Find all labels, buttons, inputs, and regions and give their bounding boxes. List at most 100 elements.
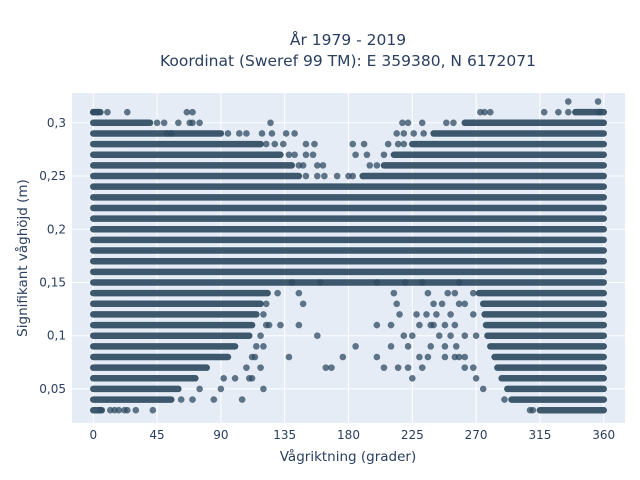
data-point xyxy=(265,321,273,329)
data-point xyxy=(262,300,270,308)
data-point xyxy=(271,140,279,148)
data-point xyxy=(314,332,321,340)
data-point xyxy=(302,172,310,180)
data-point xyxy=(447,332,454,340)
data-point xyxy=(394,364,402,371)
data-point xyxy=(564,98,572,105)
data-point xyxy=(416,321,423,329)
data-point xyxy=(444,289,452,297)
data-point xyxy=(257,332,264,340)
data-point xyxy=(435,332,443,340)
data-point xyxy=(316,279,324,286)
data-point xyxy=(104,108,111,116)
data-point xyxy=(452,343,460,350)
data-point xyxy=(196,119,203,127)
data-point xyxy=(451,321,459,329)
data-point xyxy=(260,311,267,318)
data-point xyxy=(486,108,494,116)
data-point xyxy=(366,162,374,169)
data-point xyxy=(404,119,412,127)
data-point xyxy=(160,119,168,127)
data-point xyxy=(149,406,157,414)
data-point xyxy=(291,151,298,159)
data-point xyxy=(481,108,488,116)
data-point xyxy=(404,343,412,350)
data-point xyxy=(196,385,203,393)
x-tick-label: 135 xyxy=(273,428,296,442)
data-point xyxy=(472,374,480,382)
data-point xyxy=(321,172,328,180)
data-point xyxy=(443,119,450,127)
data-point xyxy=(243,130,250,137)
data-point xyxy=(210,396,218,403)
data-point xyxy=(257,364,264,371)
data-point xyxy=(333,172,341,180)
y-tick-label: 0,2 xyxy=(47,222,66,236)
data-point xyxy=(295,289,303,297)
data-point xyxy=(594,98,602,105)
data-point xyxy=(274,289,281,297)
data-point xyxy=(291,130,298,137)
data-point xyxy=(424,289,432,297)
data-point xyxy=(189,119,196,127)
data-point xyxy=(416,353,423,361)
data-point xyxy=(461,353,469,361)
data-point xyxy=(438,300,446,308)
data-point xyxy=(314,162,321,169)
data-point xyxy=(390,289,398,297)
data-point xyxy=(441,353,449,361)
data-point xyxy=(418,364,426,371)
data-point xyxy=(469,289,477,297)
y-tick-label: 0,05 xyxy=(39,382,66,396)
data-point xyxy=(394,140,402,148)
data-point xyxy=(124,406,131,414)
data-point xyxy=(472,332,480,340)
data-point xyxy=(384,140,392,148)
data-point xyxy=(423,311,430,318)
data-point xyxy=(115,406,123,414)
x-tick-label: 225 xyxy=(401,428,424,442)
data-point xyxy=(424,353,432,361)
data-point xyxy=(380,151,388,159)
data-point xyxy=(285,151,293,159)
data-point xyxy=(189,396,196,403)
data-point xyxy=(401,279,409,286)
data-point xyxy=(97,406,104,414)
x-tick-label: 90 xyxy=(213,428,228,442)
data-point xyxy=(177,396,185,403)
data-point xyxy=(409,374,416,382)
data-point xyxy=(404,364,412,371)
data-point xyxy=(393,130,401,137)
data-point xyxy=(461,364,469,371)
data-point xyxy=(311,140,318,148)
data-point xyxy=(277,321,284,329)
data-point xyxy=(529,406,537,414)
data-point xyxy=(153,119,161,127)
data-point xyxy=(393,300,401,308)
y-axis-ticks: 0,05 0,1 0,15 0,2 0,25 0,3 xyxy=(39,116,66,396)
data-point xyxy=(124,108,131,116)
data-point xyxy=(267,119,274,127)
data-point xyxy=(373,279,381,286)
data-point xyxy=(450,119,457,127)
data-point xyxy=(447,311,454,318)
data-point xyxy=(360,140,368,148)
data-point xyxy=(288,279,296,286)
data-point xyxy=(322,364,330,371)
data-point xyxy=(413,311,420,318)
y-axis-title: Signifikant våghöjd (m) xyxy=(14,179,31,337)
data-point xyxy=(420,130,427,137)
data-point xyxy=(224,130,232,137)
data-point xyxy=(236,130,243,137)
data-point xyxy=(352,151,359,159)
y-tick-label: 0,15 xyxy=(39,275,66,289)
data-point xyxy=(319,162,327,169)
data-point xyxy=(251,353,259,361)
data-point xyxy=(217,385,225,393)
y-tick-label: 0,1 xyxy=(47,329,66,343)
data-point xyxy=(400,140,408,148)
data-point xyxy=(501,396,508,403)
data-point xyxy=(167,130,175,137)
data-point xyxy=(455,300,463,308)
x-tick-label: 270 xyxy=(465,428,488,442)
